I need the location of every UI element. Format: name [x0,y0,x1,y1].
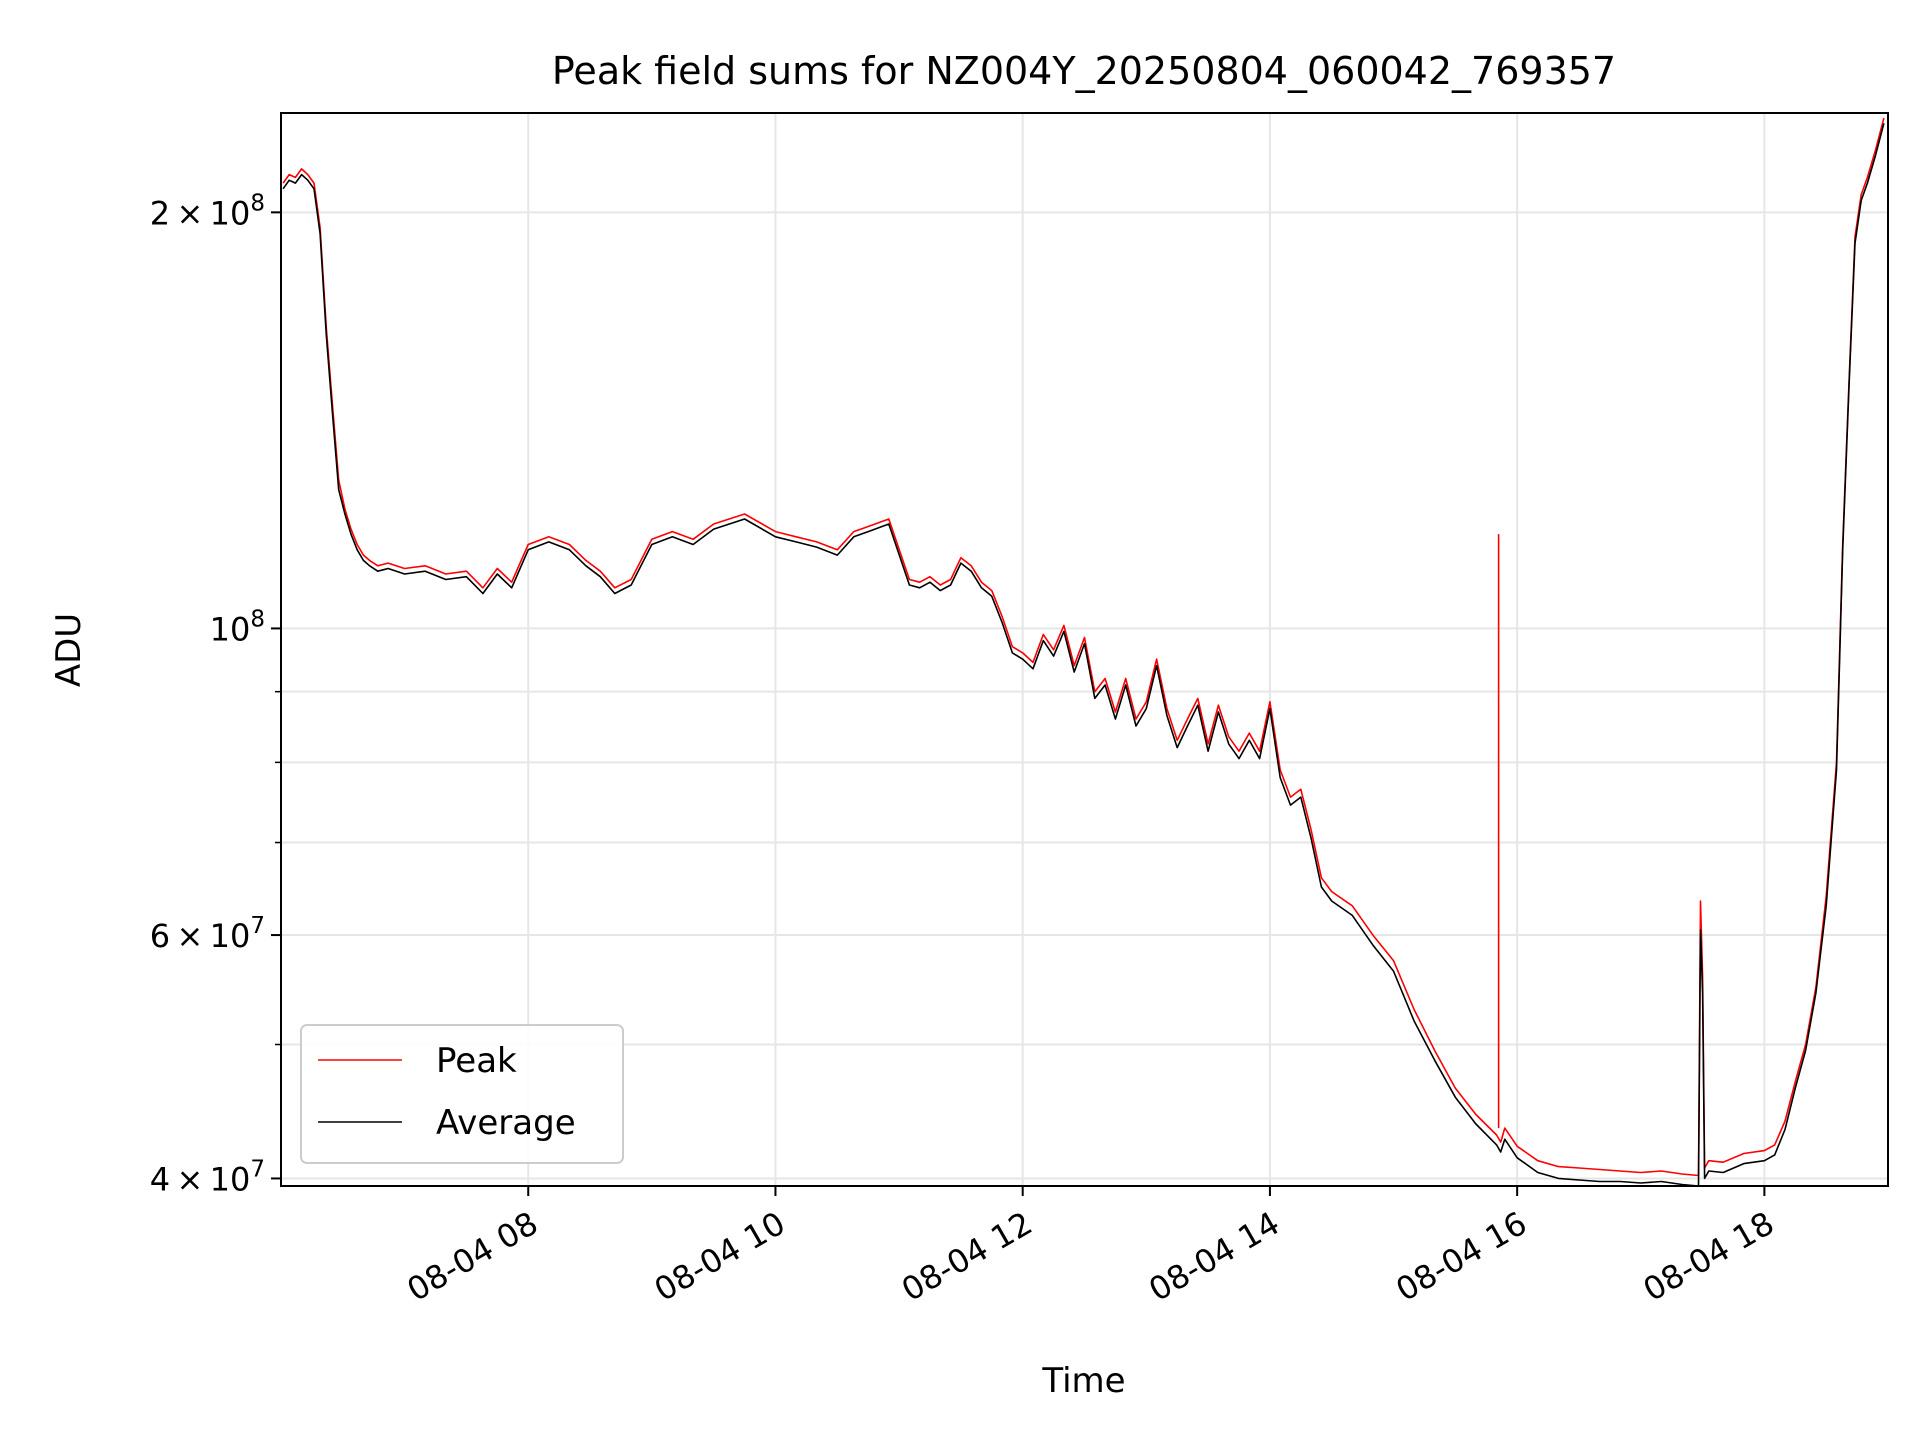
chart-title: Peak field sums for NZ004Y_20250804_0600… [552,49,1616,93]
axes-frame [280,112,1889,1187]
y-tick-label: 4 × 107 [150,1156,265,1198]
legend: Peak Average [300,1024,624,1164]
legend-label-average: Average [436,1103,576,1143]
series-line-average [282,123,1885,1187]
y-axis-label: ADU [49,613,89,687]
y-tick-label: 108 [210,606,265,648]
y-tick-label: 6 × 107 [150,913,265,955]
series-layer [282,117,1885,1187]
x-axis-label: Time [1041,1361,1125,1401]
legend-label-peak: Peak [436,1041,517,1081]
y-tick-label: 2 × 108 [150,190,265,232]
